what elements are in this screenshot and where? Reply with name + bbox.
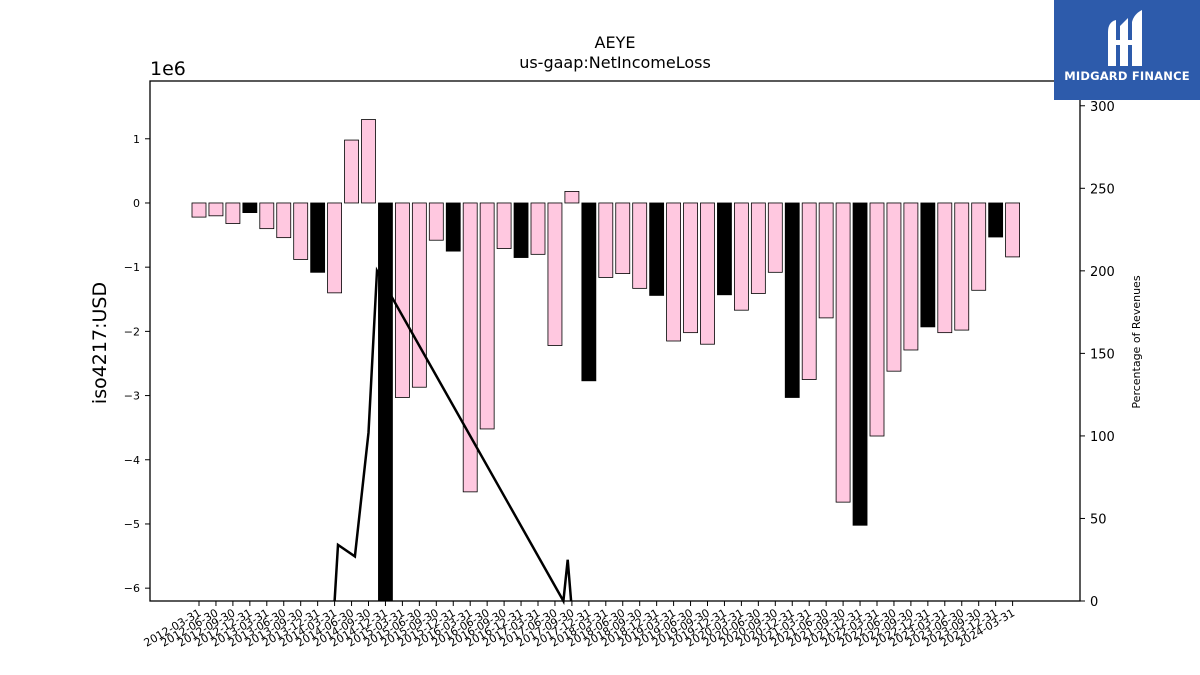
y2-tick-label: 50 [1090,512,1107,527]
y-tick-label: 1 [133,133,140,146]
bar-2020-12-31 [784,202,800,398]
bar-2014-09-30 [361,119,376,204]
y2-tick-label: 250 [1090,182,1115,197]
bar-2012-09-30 [225,202,241,224]
brand-name: MIDGARD FINANCE [1064,69,1190,83]
bar-2019-09-30 [700,202,715,345]
y2-axis-label: Percentage of Revenues [1130,275,1143,408]
y2-tick-label: 200 [1090,265,1115,280]
axes-group: 10−1−2−3−4−5−63002502001501005002012-03-… [124,100,1115,650]
bar-2015-06-30 [411,202,427,388]
bar-2016-03-31 [462,202,478,493]
bar-2012-12-31 [242,202,258,214]
bars-group [191,119,1020,602]
bar-2021-03-31 [801,202,817,380]
bar-2014-03-31 [327,202,343,294]
midgard-logo-icon [1108,10,1142,66]
y-tick-label: −6 [124,582,140,595]
bar-2015-12-31 [445,202,461,252]
y-tick-label: −5 [124,518,140,531]
bar-2021-06-30 [818,202,834,319]
y-tick-label: 0 [133,197,140,210]
chart-subtitle: us-gaap:NetIncomeLoss [519,53,711,72]
y-axis-label: iso4217:USD [89,282,111,404]
bar-2022-06-30 [886,202,902,372]
bar-2019-12-31 [717,202,732,296]
bar-2018-06-30 [615,202,631,274]
bar-2013-12-31 [310,202,326,273]
percentage-line-group [333,266,573,606]
bar-2020-03-31 [734,202,749,311]
y2-tick-label: 100 [1090,430,1115,445]
bar-2019-06-30 [683,202,698,334]
bar-2016-09-30 [496,202,512,249]
bar-2014-12-31 [378,202,393,602]
chart-title: AEYE [595,33,636,52]
bar-2020-06-30 [750,202,766,294]
bar-2017-12-31 [581,202,597,382]
percentage-of-revenues-line [333,266,573,606]
bar-2022-03-31 [869,202,885,437]
y2-tick-label: 300 [1090,100,1115,115]
bar-2012-03-31 [191,202,207,218]
bar-2013-09-30 [293,202,309,260]
bar-2013-06-30 [276,202,292,239]
bar-2018-09-30 [632,202,648,289]
bar-2014-06-30 [344,139,359,204]
bar-2021-12-31 [852,202,868,526]
brand-logo: MIDGARD FINANCE [1054,0,1200,100]
bar-2018-12-31 [649,202,665,296]
bar-2020-09-30 [767,202,783,273]
bar-2017-03-31 [530,202,546,255]
bar-2022-09-30 [903,202,919,351]
y2-tick-label: 0 [1090,595,1098,610]
y-tick-label: −1 [124,261,140,274]
bar-2024-03-31 [1005,202,1020,258]
bar-2015-03-31 [394,202,410,398]
bar-2023-09-30 [971,202,987,291]
bar-2023-12-31 [988,202,1004,238]
y2-tick-label: 150 [1090,347,1115,362]
bar-2018-03-31 [598,202,614,278]
y-tick-label: −4 [124,454,140,467]
bar-2017-09-30 [564,191,580,204]
bar-2022-12-31 [920,202,936,328]
bar-2021-09-30 [835,202,851,503]
bar-2013-03-31 [259,202,275,230]
y-tick-label: −2 [124,325,140,338]
bar-2016-12-31 [513,202,529,258]
bar-2023-03-31 [937,202,953,334]
y-offset-label: 1e6 [150,58,186,80]
bar-2017-06-30 [547,202,563,346]
plot-frame [149,80,1081,602]
bar-2019-03-31 [666,202,681,342]
bar-2012-06-30 [208,202,224,217]
bar-2023-06-30 [954,202,970,331]
bar-2016-06-30 [479,202,495,430]
y-tick-label: −3 [124,390,140,403]
bar-2015-09-30 [428,202,444,241]
